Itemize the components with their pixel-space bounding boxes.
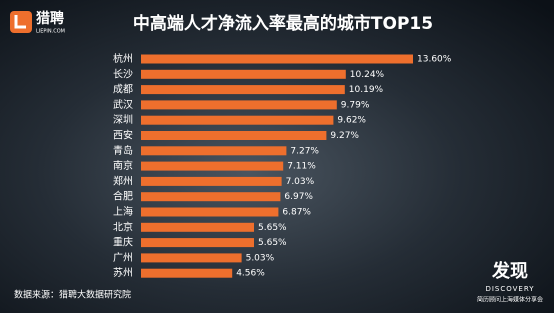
value-label: 13.60% [417, 55, 452, 65]
category-label: 深圳 [113, 114, 133, 126]
category-label: 成都 [113, 84, 133, 96]
bar [141, 100, 337, 110]
category-label: 杭州 [113, 52, 133, 65]
category-label: 苏州 [113, 266, 133, 279]
bar [141, 161, 284, 171]
bar [141, 69, 346, 79]
category-label: 郑州 [113, 174, 133, 187]
value-label: 9.27% [330, 131, 359, 141]
category-label: 重庆 [113, 236, 133, 249]
category-label: 合肥 [113, 190, 133, 203]
logo-domain: LIEPIN.COM [36, 29, 65, 35]
chart-title: 中高端人才净流入率最高的城市TOP15 [133, 13, 433, 34]
bar [141, 268, 233, 278]
value-label: 6.87% [282, 208, 311, 218]
bar [141, 238, 254, 248]
category-label: 广州 [113, 252, 133, 264]
bar [141, 207, 279, 217]
bar [141, 131, 327, 140]
logo-icon [10, 11, 32, 33]
watermark-subtitle: DISCOVERY [485, 285, 534, 293]
category-label: 长沙 [113, 68, 133, 80]
value-label: 10.24% [350, 70, 385, 80]
logo-mark [14, 15, 26, 29]
category-label: 北京 [113, 220, 133, 233]
value-label: 4.56% [236, 269, 265, 279]
value-label: 5.03% [246, 253, 275, 263]
source: 数据来源：猎聘大数据研究院 [14, 289, 131, 301]
bar [141, 146, 287, 156]
bar [141, 115, 334, 125]
bar [141, 54, 413, 64]
value-label: 10.19% [349, 85, 384, 95]
value-label: 5.65% [258, 238, 287, 248]
watermark-caption: 简历顾问上海媒体分享会 [477, 296, 543, 304]
category-label: 青岛 [113, 144, 133, 157]
bar [141, 176, 282, 186]
bar [141, 192, 281, 202]
value-label: 6.97% [284, 192, 313, 202]
value-label: 7.27% [290, 146, 319, 156]
logo-name: 猎聘 [36, 10, 64, 27]
category-label: 南京 [113, 159, 133, 172]
bar [141, 253, 242, 263]
value-label: 7.03% [286, 177, 315, 187]
watermark-title: 发现 [491, 260, 528, 282]
value-label: 7.11% [287, 162, 316, 172]
category-label: 西安 [113, 129, 133, 142]
value-label: 9.79% [341, 100, 370, 110]
bar [141, 85, 345, 95]
value-label: 5.65% [258, 223, 287, 233]
value-label: 9.62% [337, 116, 366, 126]
category-label: 武汉 [113, 98, 133, 111]
category-label: 上海 [113, 205, 133, 218]
bar [141, 222, 254, 232]
